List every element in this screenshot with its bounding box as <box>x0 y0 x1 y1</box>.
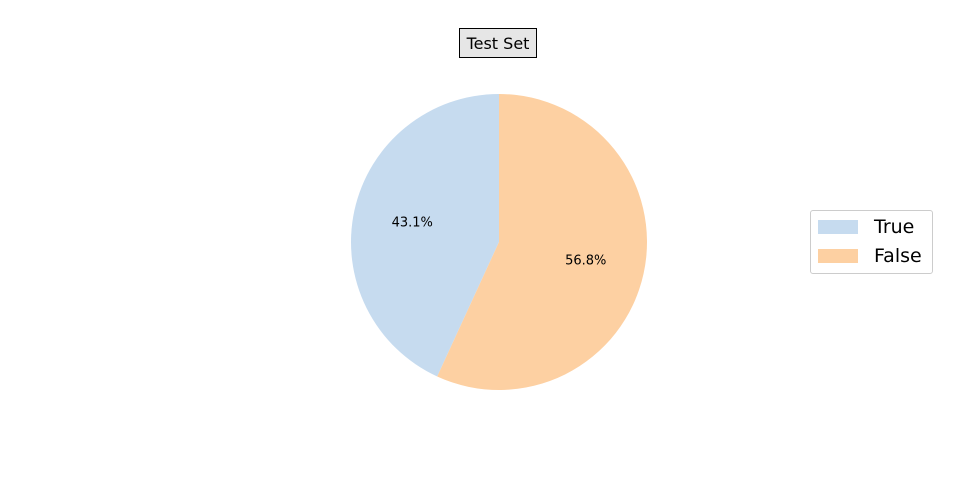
chart-title: Test Set <box>459 28 537 58</box>
pie-slice-false <box>437 94 648 390</box>
legend-label-true: True <box>874 216 915 238</box>
legend-label-false: False <box>874 245 922 267</box>
legend-item-false: False <box>818 245 922 267</box>
pie-slice-label-true: 43.1% <box>392 216 433 231</box>
legend-swatch-true <box>818 220 858 234</box>
chart-title-text: Test Set <box>466 33 530 53</box>
legend-item-true: True <box>818 216 914 238</box>
legend-swatch-false <box>818 249 858 263</box>
pie-slice-true <box>351 94 499 377</box>
legend: True False <box>810 210 933 274</box>
pie-slice-label-false: 56.8% <box>565 253 606 268</box>
